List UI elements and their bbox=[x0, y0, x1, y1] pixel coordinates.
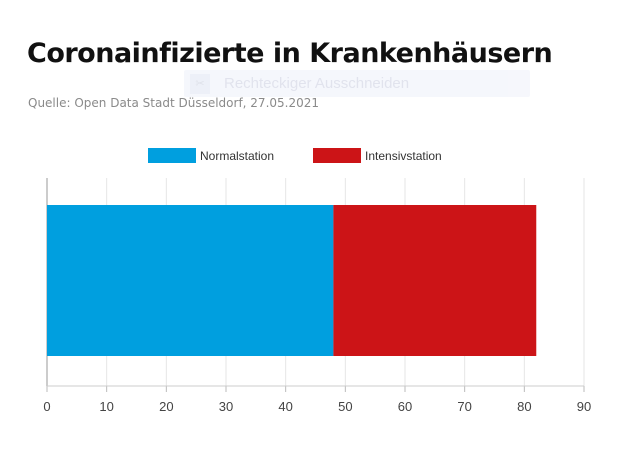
legend-swatch-normalstation bbox=[148, 148, 196, 163]
x-tick-label: 20 bbox=[159, 399, 173, 414]
x-tick-label: 10 bbox=[99, 399, 113, 414]
legend-label-normalstation: Normalstation bbox=[200, 149, 274, 163]
chart-title: Coronainfizierte in Krankenhäusern bbox=[27, 38, 553, 69]
snip-toolbar-label: Rechteckiger Ausschneiden bbox=[224, 75, 410, 92]
bar-intensivstation bbox=[333, 205, 537, 356]
scissors-icon: ✂ bbox=[190, 73, 210, 94]
x-tick-label: 70 bbox=[457, 399, 471, 414]
bar-normalstation bbox=[47, 205, 334, 356]
x-tick-label: 0 bbox=[43, 399, 50, 414]
x-tick-label: 80 bbox=[517, 399, 531, 414]
legend-label-intensivstation: Intensivstation bbox=[365, 149, 442, 163]
x-tick-label: 60 bbox=[398, 399, 412, 414]
x-tick-label: 50 bbox=[338, 399, 352, 414]
x-tick-label: 40 bbox=[278, 399, 292, 414]
legend-swatch-intensivstation bbox=[313, 148, 361, 163]
x-tick-label: 30 bbox=[219, 399, 233, 414]
chart-subtitle: Quelle: Open Data Stadt Düsseldorf, 27.0… bbox=[28, 96, 320, 110]
x-tick-label: 90 bbox=[577, 399, 591, 414]
snip-toolbar-overlay[interactable]: ✂ Rechteckiger Ausschneiden bbox=[184, 70, 530, 97]
